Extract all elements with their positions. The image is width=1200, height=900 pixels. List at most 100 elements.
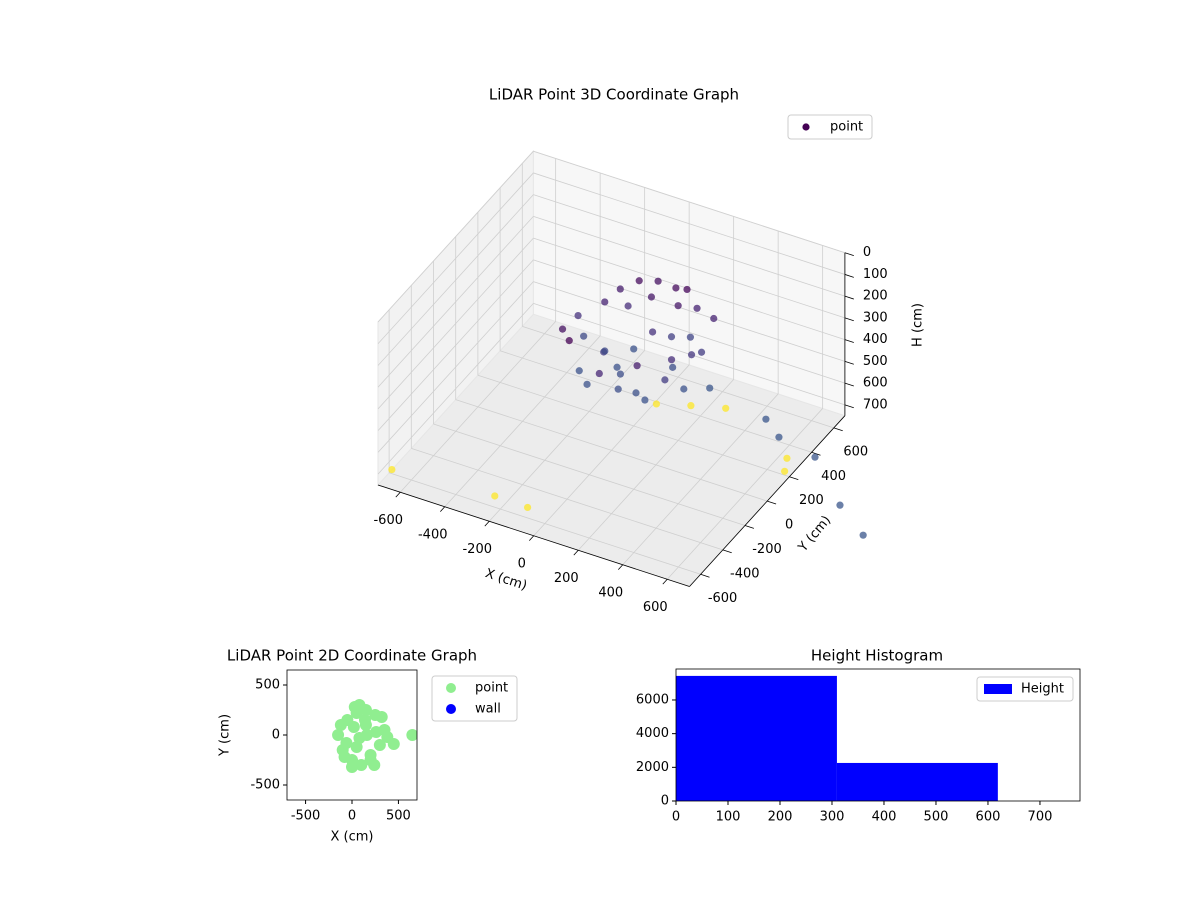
data-point bbox=[859, 531, 867, 539]
tick-mark bbox=[844, 295, 854, 300]
data-point bbox=[630, 345, 638, 353]
data-point bbox=[350, 741, 363, 753]
data-point bbox=[613, 363, 621, 371]
tick-mark bbox=[484, 520, 490, 527]
y-tick-label: -600 bbox=[708, 591, 738, 606]
x-tick-label: 200 bbox=[554, 571, 579, 586]
chart-title: Height Histogram bbox=[811, 647, 943, 665]
x-tick-label: 600 bbox=[643, 600, 668, 615]
x-tick-label: -600 bbox=[373, 513, 403, 528]
chart-title: LiDAR Point 3D Coordinate Graph bbox=[489, 86, 739, 104]
tick-mark bbox=[844, 317, 854, 322]
data-point bbox=[686, 333, 695, 341]
grid-line bbox=[533, 259, 846, 362]
data-point bbox=[836, 501, 844, 509]
data-point bbox=[647, 293, 656, 301]
y-tick-label: -500 bbox=[250, 778, 280, 793]
chart-title: LiDAR Point 2D Coordinate Graph bbox=[227, 647, 477, 665]
z-tick-label: 100 bbox=[863, 267, 888, 282]
z-tick-label: 700 bbox=[863, 397, 888, 412]
data-point bbox=[667, 356, 676, 364]
bar bbox=[676, 675, 837, 801]
x-tick-label: 0 bbox=[672, 810, 680, 825]
data-point bbox=[616, 370, 625, 378]
x-tick-label: 100 bbox=[716, 810, 741, 825]
data-point bbox=[601, 298, 609, 306]
data-point bbox=[811, 453, 819, 461]
tick-mark bbox=[833, 427, 843, 432]
y-tick-label: 0 bbox=[272, 728, 280, 743]
data-point bbox=[375, 711, 388, 723]
tick-mark bbox=[722, 549, 732, 554]
y-tick-label: 2000 bbox=[636, 760, 669, 775]
tick-mark bbox=[844, 339, 854, 343]
tick-mark bbox=[662, 578, 668, 585]
grid-line bbox=[455, 399, 768, 502]
data-point bbox=[601, 347, 609, 355]
data-point bbox=[632, 389, 640, 397]
data-point bbox=[360, 729, 373, 741]
grid-line bbox=[433, 423, 746, 526]
legend-marker bbox=[446, 683, 456, 693]
x-tick-label: 700 bbox=[1028, 810, 1053, 825]
tick-mark bbox=[844, 274, 854, 278]
tick-mark bbox=[844, 404, 854, 409]
grid-line bbox=[533, 216, 846, 319]
y-tick-label: 200 bbox=[799, 493, 824, 508]
tick-mark bbox=[744, 525, 755, 529]
grid-line bbox=[377, 150, 534, 323]
data-point bbox=[654, 277, 662, 285]
legend-marker bbox=[446, 704, 456, 714]
x-tick-label: 500 bbox=[924, 810, 949, 825]
x-tick-label: -200 bbox=[462, 542, 492, 557]
grid-line bbox=[533, 150, 846, 254]
z-axis-label: H (cm) bbox=[911, 303, 926, 347]
axes-frame bbox=[675, 668, 1081, 802]
data-point bbox=[565, 337, 573, 345]
data-point bbox=[706, 384, 714, 392]
tick-mark bbox=[395, 491, 401, 498]
grid-line bbox=[388, 472, 701, 575]
data-point bbox=[661, 376, 669, 384]
data-point bbox=[575, 367, 583, 375]
data-point bbox=[674, 302, 682, 310]
x-tick-label: 0 bbox=[348, 809, 356, 824]
data-point bbox=[388, 465, 396, 474]
data-point bbox=[368, 759, 381, 771]
y-tick-label: 500 bbox=[255, 678, 280, 693]
data-point bbox=[667, 333, 676, 341]
data-point bbox=[722, 404, 730, 412]
data-point bbox=[649, 328, 657, 336]
data-point bbox=[710, 314, 718, 323]
tick-mark bbox=[767, 500, 777, 505]
x-tick-label: 400 bbox=[598, 585, 623, 600]
data-point bbox=[683, 285, 691, 294]
data-point bbox=[558, 325, 567, 333]
legend-marker bbox=[802, 123, 810, 131]
tick-mark bbox=[700, 573, 710, 578]
y-tick-label: 4000 bbox=[636, 726, 669, 741]
data-point bbox=[775, 433, 783, 441]
data-point bbox=[595, 369, 603, 378]
data-point bbox=[355, 759, 368, 771]
y-axis-label: Y (cm) bbox=[795, 513, 834, 556]
grid-line bbox=[377, 237, 534, 410]
grid-line bbox=[377, 194, 534, 366]
data-point bbox=[697, 348, 706, 356]
y-tick-label: 0 bbox=[785, 518, 793, 533]
x-tick-label: 600 bbox=[976, 810, 1001, 825]
legend-marker bbox=[984, 684, 1012, 694]
data-point bbox=[338, 751, 351, 763]
grid-line bbox=[522, 326, 834, 429]
y-axis-label: Y (cm) bbox=[218, 714, 233, 757]
grid-line bbox=[533, 172, 846, 275]
z-tick-label: 400 bbox=[863, 332, 888, 347]
data-point bbox=[373, 739, 386, 751]
x-tick-label: 400 bbox=[872, 810, 897, 825]
tick-mark bbox=[844, 360, 854, 365]
y-tick-label: 0 bbox=[661, 794, 669, 809]
data-point bbox=[687, 402, 695, 410]
legend-label: point bbox=[830, 120, 863, 135]
data-point bbox=[583, 380, 591, 388]
